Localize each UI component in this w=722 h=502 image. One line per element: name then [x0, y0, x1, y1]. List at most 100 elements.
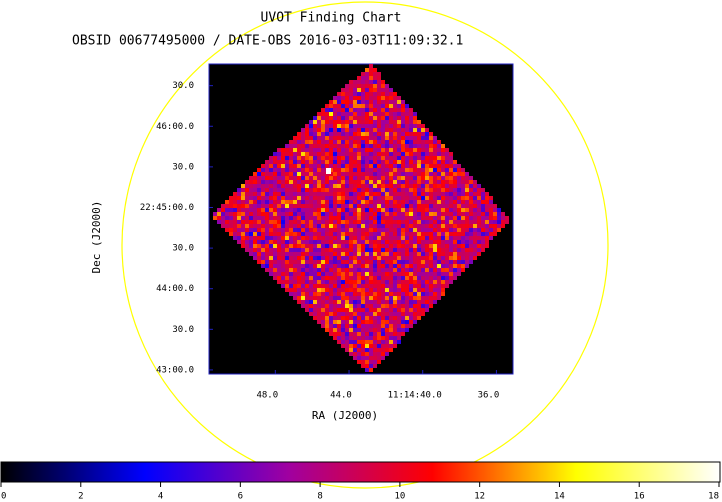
image-pixel: [249, 192, 253, 196]
image-pixel: [305, 236, 309, 240]
image-pixel: [405, 300, 409, 304]
image-pixel: [453, 276, 457, 280]
image-pixel: [417, 292, 421, 296]
image-pixel: [325, 276, 329, 280]
image-pixel: [325, 288, 329, 292]
image-pixel: [289, 252, 293, 256]
image-pixel: [385, 308, 389, 312]
image-pixel: [269, 272, 273, 276]
image-pixel: [337, 108, 341, 112]
image-pixel: [485, 216, 489, 220]
image-pixel: [389, 256, 393, 260]
image-pixel: [281, 204, 285, 208]
image-pixel: [285, 224, 289, 228]
image-pixel: [449, 188, 453, 192]
image-pixel: [421, 280, 425, 284]
image-pixel: [349, 352, 353, 356]
image-pixel: [485, 228, 489, 232]
image-pixel: [409, 180, 413, 184]
image-pixel: [325, 268, 329, 272]
image-pixel: [245, 184, 249, 188]
image-pixel: [253, 212, 257, 216]
image-pixel: [401, 136, 405, 140]
image-pixel: [345, 344, 349, 348]
image-pixel: [441, 268, 445, 272]
image-pixel: [357, 356, 361, 360]
image-pixel: [397, 132, 401, 136]
image-pixel: [353, 292, 357, 296]
image-pixel: [297, 280, 301, 284]
image-pixel: [313, 256, 317, 260]
image-pixel: [377, 184, 381, 188]
image-pixel: [293, 280, 297, 284]
image-pixel: [353, 216, 357, 220]
image-pixel: [473, 232, 477, 236]
image-pixel: [449, 196, 453, 200]
image-pixel: [385, 148, 389, 152]
image-pixel: [349, 244, 353, 248]
image-pixel: [449, 180, 453, 184]
image-pixel: [457, 184, 461, 188]
image-pixel: [317, 140, 321, 144]
image-pixel: [365, 308, 369, 312]
image-pixel: [305, 260, 309, 264]
image-pixel: [381, 352, 385, 356]
image-pixel: [261, 248, 265, 252]
image-pixel: [357, 296, 361, 300]
image-pixel: [417, 188, 421, 192]
image-pixel: [353, 268, 357, 272]
image-pixel: [469, 232, 473, 236]
image-pixel: [421, 132, 425, 136]
image-pixel: [365, 164, 369, 168]
image-pixel: [253, 244, 257, 248]
image-pixel: [309, 272, 313, 276]
image-pixel: [373, 184, 377, 188]
image-pixel: [381, 228, 385, 232]
image-pixel: [429, 228, 433, 232]
image-pixel: [417, 240, 421, 244]
image-pixel: [337, 224, 341, 228]
image-pixel: [213, 212, 217, 216]
image-pixel: [313, 176, 317, 180]
image-pixel: [329, 120, 333, 124]
image-pixel: [465, 220, 469, 224]
image-pixel: [321, 248, 325, 252]
image-pixel: [289, 148, 293, 152]
image-pixel: [445, 208, 449, 212]
image-pixel: [309, 224, 313, 228]
image-pixel: [385, 84, 389, 88]
image-pixel: [325, 192, 329, 196]
image-pixel: [333, 220, 337, 224]
image-pixel: [417, 172, 421, 176]
image-pixel: [349, 332, 353, 336]
image-pixel: [381, 248, 385, 252]
image-pixel: [433, 196, 437, 200]
image-pixel: [413, 144, 417, 148]
image-pixel: [301, 264, 305, 268]
image-pixel: [361, 84, 365, 88]
image-pixel: [481, 240, 485, 244]
image-pixel: [377, 352, 381, 356]
image-pixel: [421, 252, 425, 256]
image-pixel: [341, 308, 345, 312]
image-pixel: [421, 208, 425, 212]
image-pixel: [353, 248, 357, 252]
image-pixel: [365, 120, 369, 124]
image-pixel: [285, 148, 289, 152]
image-pixel: [361, 292, 365, 296]
image-pixel: [221, 204, 225, 208]
image-pixel: [329, 272, 333, 276]
image-pixel: [389, 240, 393, 244]
image-pixel: [345, 124, 349, 128]
image-pixel: [465, 172, 469, 176]
image-pixel: [457, 248, 461, 252]
image-pixel: [301, 212, 305, 216]
image-pixel: [281, 248, 285, 252]
image-pixel: [413, 304, 417, 308]
image-pixel: [473, 196, 477, 200]
image-pixel: [441, 164, 445, 168]
image-pixel: [377, 136, 381, 140]
image-pixel: [345, 212, 349, 216]
image-pixel: [289, 176, 293, 180]
image-pixel: [357, 124, 361, 128]
